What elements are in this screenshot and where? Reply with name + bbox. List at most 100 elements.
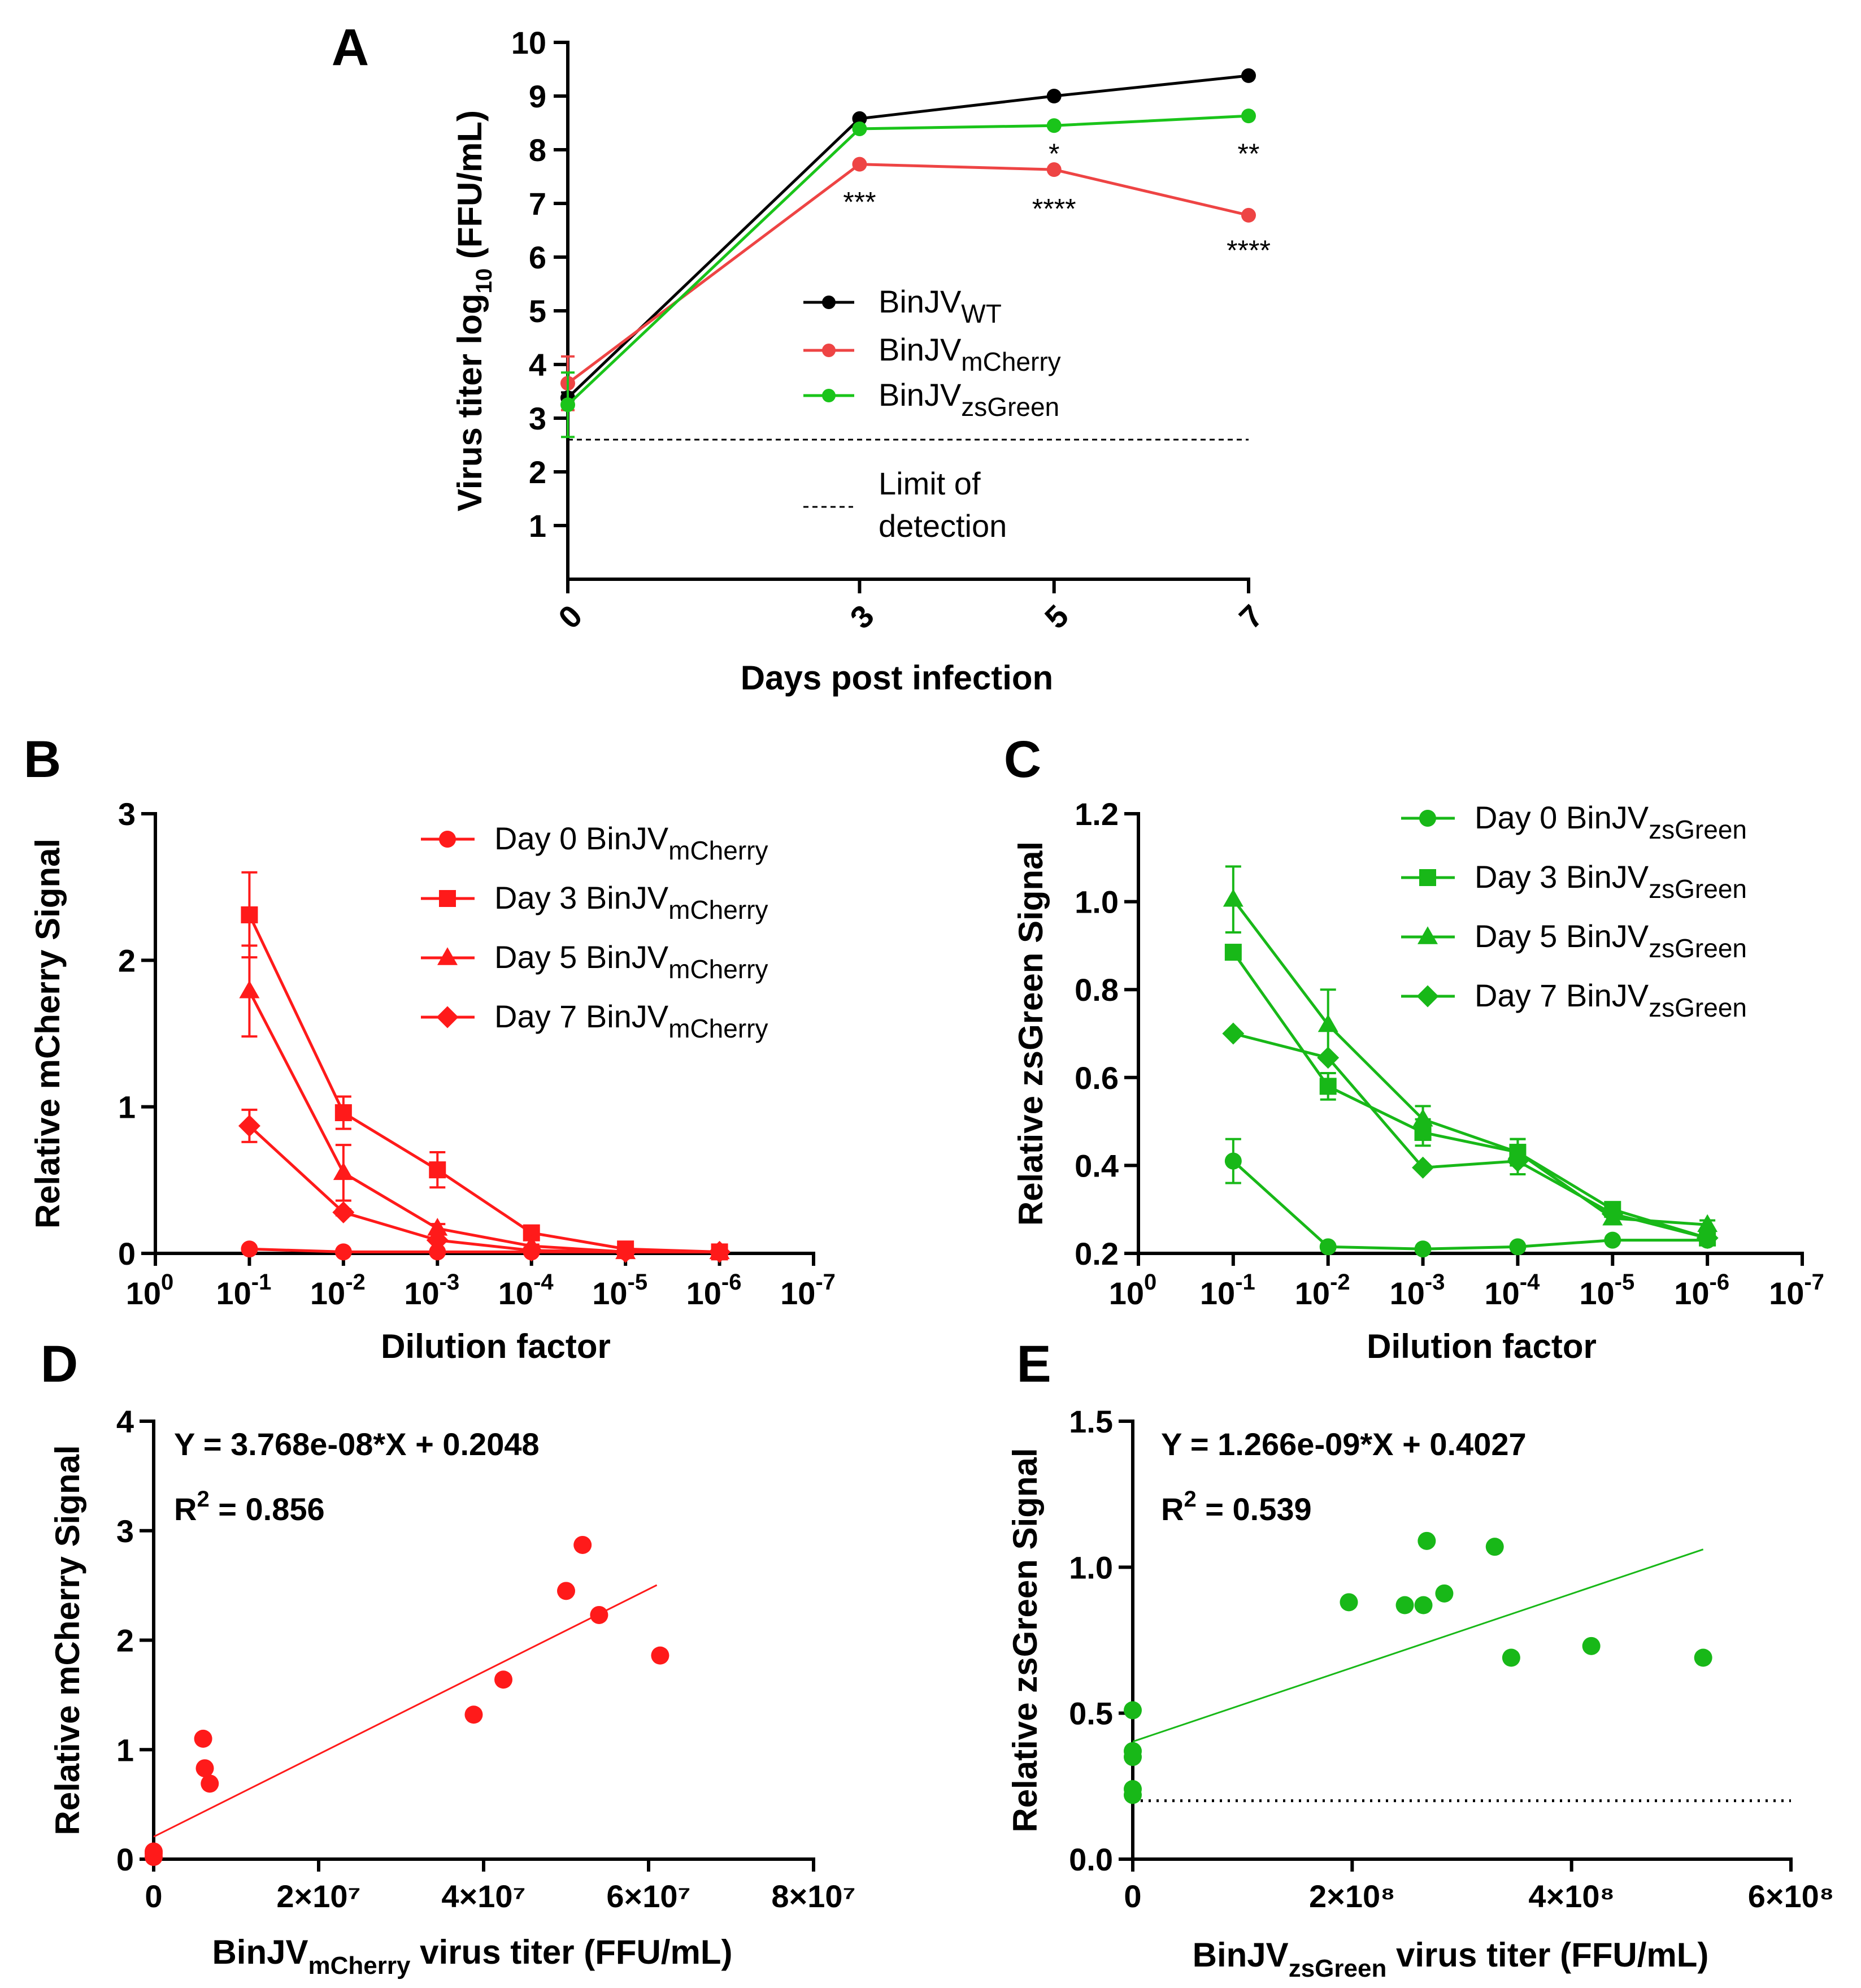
tick-exponent: -2 <box>345 1270 366 1295</box>
data-point-3-1 <box>332 1201 355 1223</box>
data-point-1-1 <box>852 157 867 172</box>
x-tick-label: 10-1 <box>216 1270 271 1311</box>
legend-entry-0: BinJVWT <box>879 284 1002 328</box>
y-tick-label: 0.4 <box>1075 1148 1119 1183</box>
y-axis-label: Virus titer log10 (FFU/mL) <box>451 110 497 511</box>
data-point-1-2 <box>429 1161 446 1179</box>
tick-base: 10 <box>1674 1275 1709 1311</box>
legend-subscript: zsGreen <box>1649 815 1747 844</box>
x-tick-label: 4×10⁷ <box>441 1878 525 1914</box>
r2-value: = 0.539 <box>1197 1491 1312 1527</box>
x-tick-label: 6×10⁸ <box>1748 1878 1834 1914</box>
x-tick-label: 6×10⁷ <box>606 1878 690 1914</box>
tick-exponent: -7 <box>815 1270 836 1295</box>
significance-stars-4: ** <box>1238 138 1260 170</box>
series-line-0 <box>1232 1160 1708 1251</box>
series-line-2 <box>1232 898 1708 1226</box>
x-tick-label: 100 <box>126 1270 174 1311</box>
tick-exponent: -5 <box>628 1270 648 1295</box>
x-tick-label: 8×10⁷ <box>771 1878 855 1914</box>
panel-letter: A <box>332 19 369 76</box>
tick-exponent: -3 <box>440 1270 460 1295</box>
x-tick-label: 7 <box>1232 598 1270 636</box>
legend-label: Day 3 BinJV <box>494 880 669 915</box>
r2-superscript: 2 <box>197 1487 209 1512</box>
legend-entry-3: Day 7 BinJVzsGreen <box>1475 978 1747 1022</box>
panel-letter: E <box>1016 1335 1051 1393</box>
x-tick-label: 10-5 <box>1579 1270 1634 1311</box>
x-axis-label: BinJVmCherry virus titer (FFU/mL) <box>212 1933 732 1980</box>
y-tick-label: 3 <box>529 401 546 436</box>
series-line-1 <box>248 914 720 1253</box>
y-tick-label: 3 <box>118 796 136 832</box>
scatter-point-8 <box>557 1582 575 1600</box>
scatter-point-9 <box>1435 1584 1454 1603</box>
tick-base: 10 <box>498 1275 533 1311</box>
r2-base: R <box>174 1491 197 1527</box>
legend-subscript: mCherry <box>668 954 768 984</box>
tick-base: 10 <box>216 1275 251 1311</box>
data-point-0-1 <box>852 111 867 126</box>
x-tick-label: 10-6 <box>686 1270 742 1311</box>
data-point-3-4 <box>1601 1203 1624 1225</box>
legend-subscript: mCherry <box>668 1014 768 1043</box>
legend-subscript: mCherry <box>668 836 768 865</box>
legend-label: Day 7 BinJV <box>494 999 669 1034</box>
y-tick-label: 2 <box>116 1623 134 1659</box>
scatter-point-13 <box>1694 1648 1712 1667</box>
legend-entry-2: BinJVzsGreen <box>879 377 1059 422</box>
legend-label: Day 3 BinJV <box>1475 859 1649 895</box>
legend-marker-0 <box>1419 810 1436 827</box>
legend-label: Day 0 BinJV <box>494 821 669 856</box>
y-tick-label: 3 <box>116 1513 134 1549</box>
data-point-3-2 <box>426 1229 449 1252</box>
legend-label: Day 7 BinJV <box>1475 978 1649 1013</box>
tick-base: 10 <box>1769 1275 1804 1311</box>
x-tick-label: 2×10⁸ <box>1309 1878 1395 1914</box>
y-tick-label: 9 <box>529 79 546 114</box>
series-line-2 <box>567 114 1249 406</box>
y-tick-label: 2 <box>118 943 136 978</box>
data-point-3-4 <box>614 1240 637 1263</box>
data-point-1-3 <box>1241 207 1256 223</box>
significance-stars-2: **** <box>1227 235 1271 266</box>
legend-marker-1 <box>1419 869 1436 886</box>
series-line-0 <box>567 74 1249 399</box>
x-axis-label: Days post infection <box>741 659 1053 697</box>
series-line-1 <box>1232 951 1708 1240</box>
scatter-point-2 <box>145 1842 163 1861</box>
legend-entry-2: Day 5 BinJVmCherry <box>494 939 768 984</box>
panel-e: E 0.0 0.5 1.0 1.5 0 2×10⁸ 4×10⁸ 6×10⁸ BinJVzsGree… <box>1006 1335 1834 1982</box>
x-label-main: BinJV <box>212 1933 308 1971</box>
x-axis-label: BinJVzsGreen virus titer (FFU/mL) <box>1193 1936 1709 1982</box>
tick-base: 10 <box>1200 1275 1235 1311</box>
legend-label: Day 5 BinJV <box>494 939 669 975</box>
r2-base: R <box>1161 1491 1184 1527</box>
scatter-point-5 <box>201 1774 219 1793</box>
y-tick-label: 1.0 <box>1075 884 1119 920</box>
tick-exponent: -5 <box>1615 1270 1635 1295</box>
significance-stars-3: * <box>1049 138 1059 170</box>
y-tick-label: 4 <box>116 1404 134 1439</box>
y-label-rest: (FFU/mL) <box>451 110 489 268</box>
x-tick-label: 10-5 <box>592 1270 647 1311</box>
x-tick-label: 10-2 <box>310 1270 366 1311</box>
x-tick-label: 10-6 <box>1674 1270 1729 1311</box>
y-axis-label: Relative zsGreen Signal <box>1006 1448 1044 1832</box>
x-tick-label: 5 <box>1038 598 1076 636</box>
legend-entry-0: Day 0 BinJVzsGreen <box>1475 800 1747 844</box>
legend-entry-3: Day 7 BinJVmCherry <box>494 999 768 1043</box>
x-label-sub: zsGreen <box>1289 1955 1387 1982</box>
data-point-2-1 <box>852 121 867 136</box>
x-tick-label: 10-1 <box>1200 1270 1255 1311</box>
x-tick-label: 2×10⁷ <box>276 1878 360 1914</box>
x-label-rest: virus titer (FFU/mL) <box>1386 1936 1708 1974</box>
y-label-main: Virus titer log <box>451 293 489 511</box>
y-tick-label: 7 <box>529 186 546 222</box>
data-point-3-0 <box>1222 1022 1245 1045</box>
x-tick-label: 10-3 <box>404 1270 459 1311</box>
tick-base: 10 <box>1484 1275 1519 1311</box>
x-tick-label: 10-3 <box>1390 1270 1445 1311</box>
data-point-1-1 <box>334 1104 352 1122</box>
